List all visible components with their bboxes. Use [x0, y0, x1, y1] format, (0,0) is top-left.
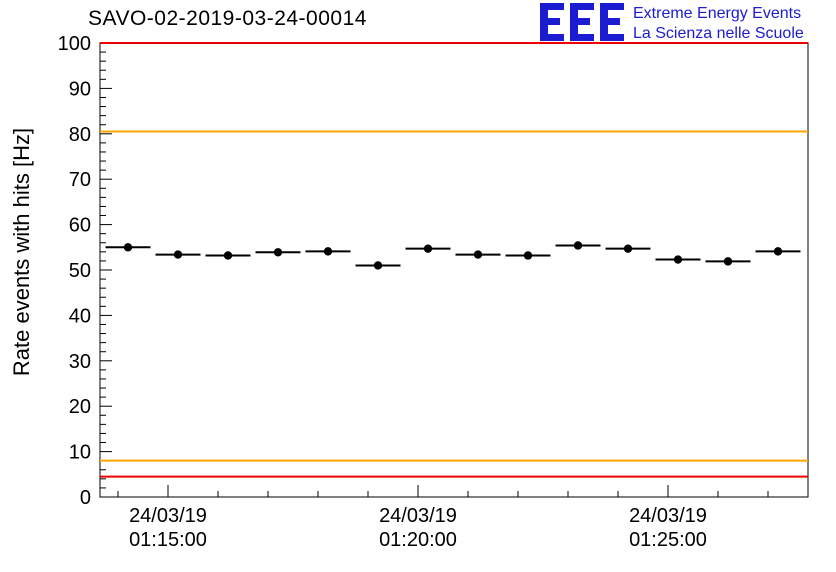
svg-text:24/03/19: 24/03/19: [129, 505, 207, 527]
eee-logo: Extreme Energy Events La Scienza nelle S…: [540, 3, 804, 44]
svg-text:01:25:00: 01:25:00: [629, 529, 707, 551]
svg-text:20: 20: [69, 396, 91, 418]
svg-text:70: 70: [69, 169, 91, 191]
plot-title: SAVO-02-2019-03-24-00014: [88, 7, 367, 30]
svg-text:24/03/19: 24/03/19: [629, 505, 707, 527]
svg-text:01:20:00: 01:20:00: [379, 529, 457, 551]
svg-text:60: 60: [69, 215, 91, 237]
svg-text:100: 100: [58, 33, 91, 55]
svg-text:40: 40: [69, 305, 91, 327]
svg-text:0: 0: [80, 487, 91, 509]
eee-logo-text: Extreme Energy Events La Scienza nelle S…: [633, 3, 804, 44]
svg-text:80: 80: [69, 124, 91, 146]
svg-text:90: 90: [69, 78, 91, 100]
eee-monogram-icon: [540, 3, 624, 41]
svg-text:30: 30: [69, 351, 91, 373]
svg-text:50: 50: [69, 260, 91, 282]
eee-logo-line2: La Scienza nelle Scuole: [633, 25, 804, 42]
svg-text:10: 10: [69, 442, 91, 464]
eee-logo-line1: Extreme Energy Events: [633, 5, 802, 22]
svg-text:01:15:00: 01:15:00: [129, 529, 207, 551]
svg-text:24/03/19: 24/03/19: [379, 505, 457, 527]
